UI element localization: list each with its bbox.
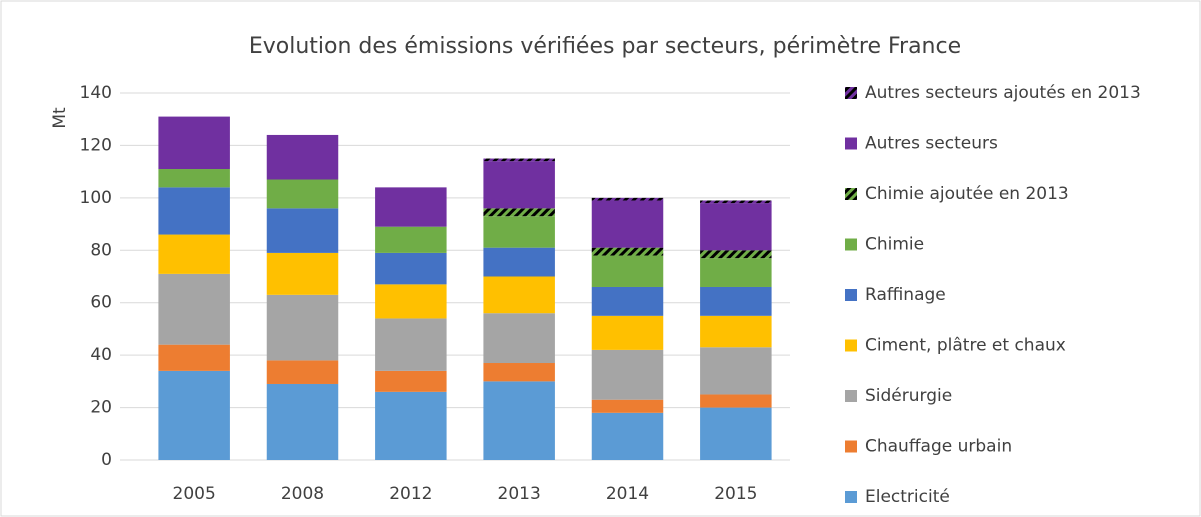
legend-swatch bbox=[845, 137, 857, 150]
legend-swatch bbox=[845, 238, 857, 251]
y-tick-label: 80 bbox=[90, 240, 112, 260]
legend-label: Raffinage bbox=[865, 285, 946, 305]
bar-segment bbox=[158, 169, 230, 188]
bar-segment bbox=[266, 294, 339, 361]
x-tick-label: 2013 bbox=[498, 484, 541, 504]
legend-label: Electricité bbox=[865, 487, 950, 507]
y-tick-label: 0 bbox=[101, 450, 112, 470]
bar-segment bbox=[483, 381, 555, 460]
bar-segment bbox=[483, 208, 555, 217]
bar-segment bbox=[483, 247, 555, 277]
x-tick-label: 2005 bbox=[173, 484, 216, 504]
x-tick-label: 2014 bbox=[606, 484, 649, 504]
bar-segment bbox=[591, 200, 664, 248]
bar-segment bbox=[591, 247, 664, 256]
bar-segment bbox=[483, 276, 555, 314]
y-axis-label: Mt bbox=[50, 107, 70, 129]
y-tick-label: 20 bbox=[90, 398, 112, 418]
bar-segment bbox=[266, 360, 339, 384]
bar-segment bbox=[375, 391, 447, 460]
x-tick-label: 2012 bbox=[389, 484, 432, 504]
legend-swatch bbox=[845, 491, 857, 503]
bar-segment bbox=[266, 208, 339, 253]
bar-segment bbox=[700, 203, 772, 251]
bar-segment bbox=[158, 234, 230, 274]
bar-segment bbox=[483, 161, 555, 209]
bar-segment bbox=[375, 318, 447, 371]
legend-label: Autres secteurs ajoutés en 2013 bbox=[865, 83, 1141, 103]
bar-segment bbox=[700, 250, 772, 259]
bar-segment bbox=[158, 344, 230, 371]
bar-segment bbox=[158, 273, 230, 345]
legend-swatch bbox=[845, 390, 857, 402]
y-tick-label: 120 bbox=[80, 135, 112, 155]
legend-label: Chimie bbox=[865, 235, 924, 255]
bar-segment bbox=[483, 158, 555, 162]
bar-segment bbox=[266, 134, 339, 180]
bar-segment bbox=[266, 252, 339, 295]
y-tick-label: 140 bbox=[80, 83, 112, 103]
x-tick-label: 2015 bbox=[714, 484, 757, 504]
legend-swatch bbox=[845, 339, 857, 352]
bar-segment bbox=[375, 187, 447, 227]
y-tick-label: 100 bbox=[80, 188, 112, 208]
bar-segment bbox=[158, 370, 230, 460]
bar-segment bbox=[483, 363, 555, 382]
bar-segment bbox=[266, 179, 339, 209]
bar-segment bbox=[375, 226, 447, 253]
x-tick-label: 2008 bbox=[281, 484, 324, 504]
bar-segment bbox=[158, 116, 230, 170]
bar-segment bbox=[591, 349, 664, 400]
bar-segment bbox=[266, 383, 339, 460]
bar-segment bbox=[591, 255, 664, 287]
legend-label: Sidérurgie bbox=[865, 386, 952, 406]
legend-swatch bbox=[845, 289, 857, 301]
chart-title: Evolution des émissions vérifiées par se… bbox=[249, 34, 961, 59]
bar-segment bbox=[700, 407, 772, 460]
bar-segment bbox=[591, 399, 664, 413]
legend-swatch bbox=[845, 188, 857, 200]
bar-segment bbox=[700, 258, 772, 287]
legend-label: Chauffage urbain bbox=[865, 437, 1012, 457]
y-tick-label: 40 bbox=[90, 345, 112, 365]
bar-segment bbox=[700, 315, 772, 348]
bar-segment bbox=[700, 394, 772, 408]
bar-segment bbox=[483, 216, 555, 248]
bar-segment bbox=[591, 412, 664, 460]
bar-segment bbox=[591, 315, 664, 350]
bar-segment bbox=[375, 370, 447, 392]
bar-segment bbox=[700, 286, 772, 316]
bar-segment bbox=[591, 286, 664, 316]
legend-swatch bbox=[845, 440, 857, 453]
bar-segment bbox=[158, 187, 230, 235]
legend-swatch bbox=[845, 87, 857, 99]
bar-segment bbox=[375, 284, 447, 319]
bar-segment bbox=[483, 313, 555, 364]
legend-label: Chimie ajoutée en 2013 bbox=[865, 184, 1069, 204]
bar-segment bbox=[591, 197, 664, 201]
bar-segment bbox=[375, 252, 447, 285]
legend-label: Autres secteurs bbox=[865, 134, 998, 154]
legend-label: Ciment, plâtre et chaux bbox=[865, 336, 1066, 356]
y-tick-label: 60 bbox=[90, 293, 112, 313]
bar-segment bbox=[700, 347, 772, 395]
bar-segment bbox=[700, 200, 772, 204]
